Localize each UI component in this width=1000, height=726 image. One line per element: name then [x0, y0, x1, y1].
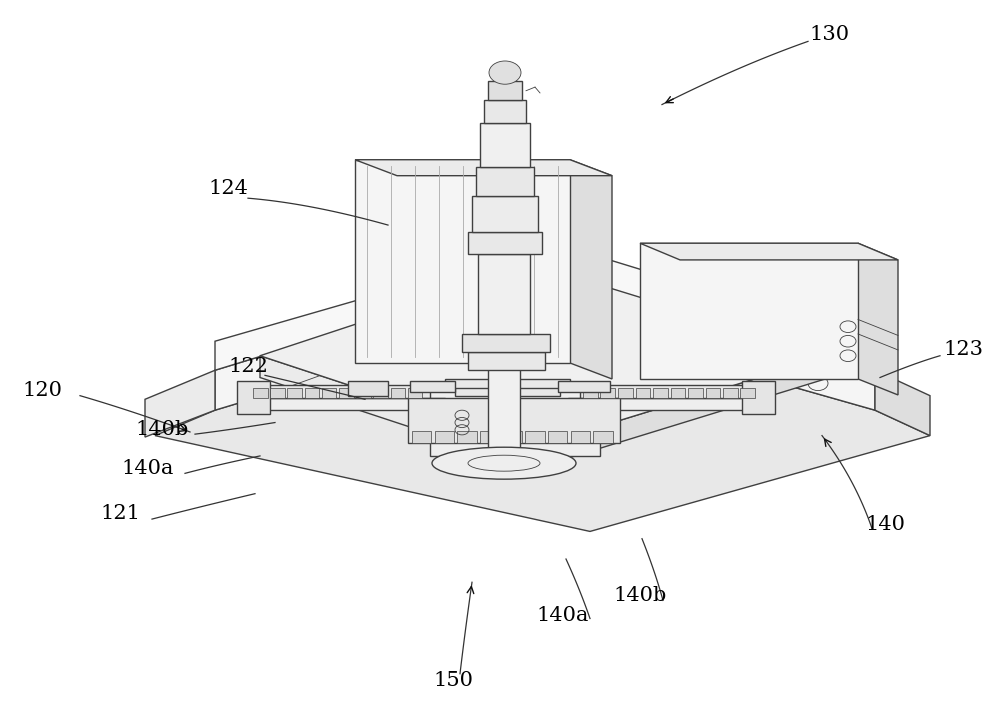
Text: 124: 124 — [208, 179, 248, 198]
Polygon shape — [410, 381, 455, 392]
Polygon shape — [373, 388, 388, 398]
Polygon shape — [412, 431, 431, 443]
Polygon shape — [548, 431, 567, 443]
Polygon shape — [445, 379, 570, 388]
Polygon shape — [670, 388, 685, 398]
Polygon shape — [215, 243, 875, 370]
Polygon shape — [457, 431, 477, 443]
Polygon shape — [688, 388, 703, 398]
Polygon shape — [640, 243, 898, 260]
Text: 140b: 140b — [613, 586, 667, 605]
Polygon shape — [356, 388, 371, 398]
Polygon shape — [484, 100, 526, 123]
Polygon shape — [348, 381, 388, 396]
Polygon shape — [472, 196, 538, 232]
Polygon shape — [740, 388, 755, 398]
Polygon shape — [525, 431, 545, 443]
Polygon shape — [653, 388, 668, 398]
Polygon shape — [215, 272, 875, 410]
Polygon shape — [260, 265, 830, 446]
Polygon shape — [480, 123, 530, 167]
Text: 123: 123 — [943, 340, 983, 359]
Polygon shape — [355, 160, 612, 176]
Polygon shape — [706, 388, 720, 398]
Polygon shape — [468, 232, 542, 254]
Polygon shape — [478, 254, 530, 334]
Polygon shape — [640, 243, 858, 379]
Polygon shape — [636, 388, 650, 398]
Polygon shape — [260, 356, 535, 468]
Polygon shape — [742, 381, 775, 414]
Polygon shape — [468, 352, 545, 370]
Text: 140a: 140a — [122, 459, 174, 478]
Polygon shape — [408, 388, 422, 398]
Polygon shape — [155, 314, 930, 531]
Polygon shape — [503, 431, 522, 443]
Polygon shape — [858, 243, 898, 395]
Polygon shape — [535, 356, 830, 468]
Polygon shape — [253, 388, 268, 398]
Polygon shape — [408, 398, 620, 443]
Polygon shape — [600, 388, 615, 398]
Polygon shape — [723, 388, 738, 398]
Text: 140: 140 — [865, 515, 905, 534]
Polygon shape — [480, 431, 499, 443]
Polygon shape — [391, 388, 405, 398]
Polygon shape — [339, 388, 354, 398]
Ellipse shape — [432, 447, 576, 479]
Polygon shape — [568, 398, 750, 410]
Text: 122: 122 — [228, 357, 268, 376]
Text: 121: 121 — [100, 504, 140, 523]
Polygon shape — [305, 388, 319, 398]
Text: 140b: 140b — [135, 420, 189, 439]
Polygon shape — [580, 385, 762, 398]
Polygon shape — [570, 160, 612, 379]
Polygon shape — [258, 398, 445, 410]
Polygon shape — [488, 81, 522, 100]
Polygon shape — [558, 381, 610, 392]
Text: 120: 120 — [22, 381, 62, 400]
Polygon shape — [462, 334, 550, 352]
Polygon shape — [270, 388, 285, 398]
Polygon shape — [455, 385, 560, 396]
Polygon shape — [430, 441, 600, 456]
Polygon shape — [618, 388, 633, 398]
Polygon shape — [583, 388, 598, 398]
Polygon shape — [571, 431, 590, 443]
Polygon shape — [435, 431, 454, 443]
Text: 130: 130 — [810, 25, 850, 44]
Circle shape — [489, 61, 521, 84]
Polygon shape — [237, 381, 270, 414]
Polygon shape — [593, 431, 613, 443]
Polygon shape — [287, 388, 302, 398]
Polygon shape — [145, 370, 215, 437]
Polygon shape — [488, 356, 520, 465]
Text: 150: 150 — [433, 672, 473, 690]
Polygon shape — [322, 388, 336, 398]
Polygon shape — [250, 385, 430, 398]
Polygon shape — [875, 370, 930, 436]
Polygon shape — [355, 160, 570, 363]
Text: 140a: 140a — [537, 606, 589, 625]
Polygon shape — [476, 167, 534, 196]
